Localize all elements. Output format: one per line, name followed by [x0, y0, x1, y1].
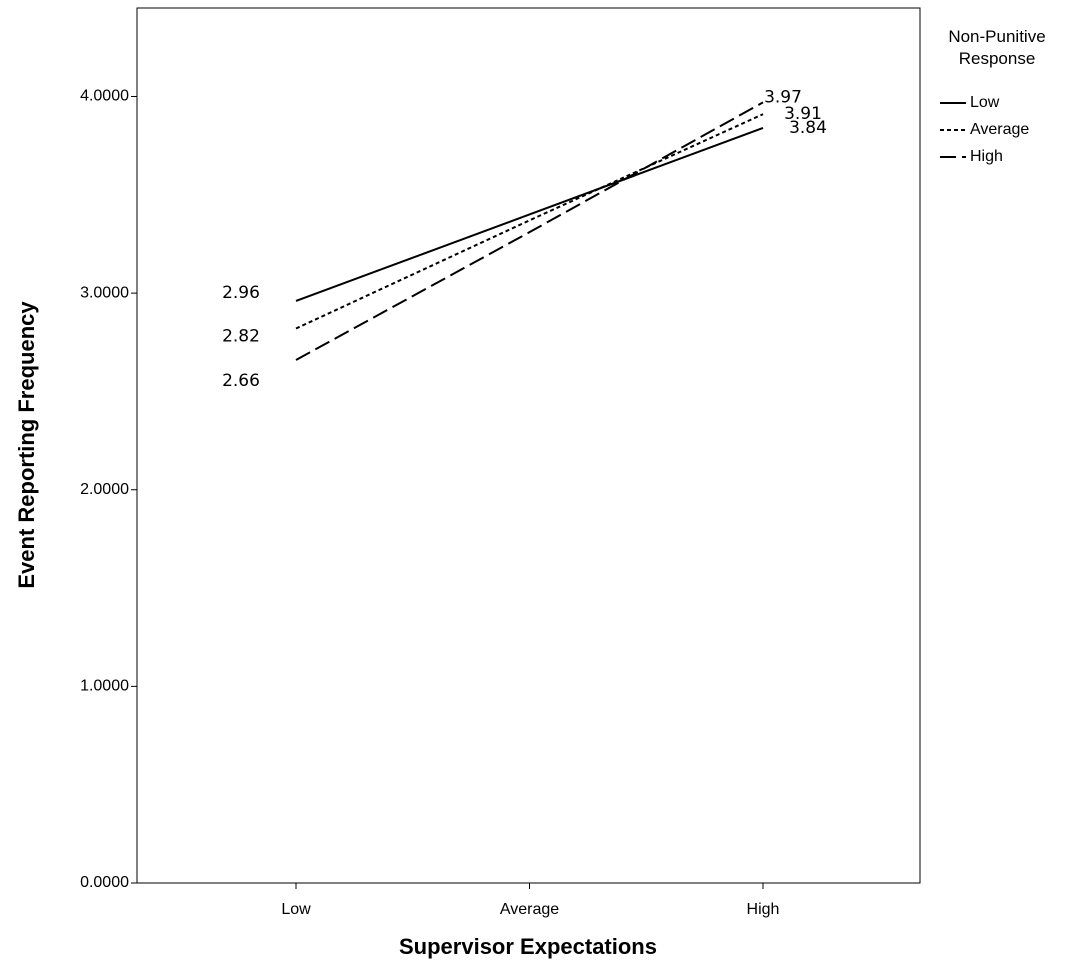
series-line — [295, 127, 764, 302]
legend-label: Low — [970, 94, 1000, 111]
y-axis-title: Event Reporting Frequency — [14, 301, 39, 589]
plot-frame — [136, 7, 921, 884]
data-label: 2.82 — [222, 327, 260, 347]
data-label: 2.96 — [222, 283, 260, 303]
legend-label: Average — [970, 121, 1029, 138]
y-tick-label: 1.0000 — [80, 678, 129, 695]
legend-label: High — [970, 148, 1003, 165]
x-tick-label: Low — [281, 901, 311, 918]
y-tick-label: 0.0000 — [80, 874, 129, 891]
x-tick-label: Average — [500, 901, 559, 918]
x-axis-title: Supervisor Expectations — [399, 934, 657, 959]
data-label: 3.97 — [764, 87, 802, 107]
series-line — [295, 101, 764, 361]
y-tick-label: 4.0000 — [80, 88, 129, 105]
data-label: 2.66 — [222, 371, 260, 391]
legend-title: Non-Punitive Response — [948, 27, 1046, 68]
series-line — [295, 113, 764, 330]
y-tick-label: 2.0000 — [80, 481, 129, 498]
data-label: 3.91 — [784, 104, 822, 124]
data-label: 3.84 — [789, 118, 827, 138]
x-tick-label: High — [747, 901, 780, 918]
y-tick-label: 3.0000 — [80, 284, 129, 301]
